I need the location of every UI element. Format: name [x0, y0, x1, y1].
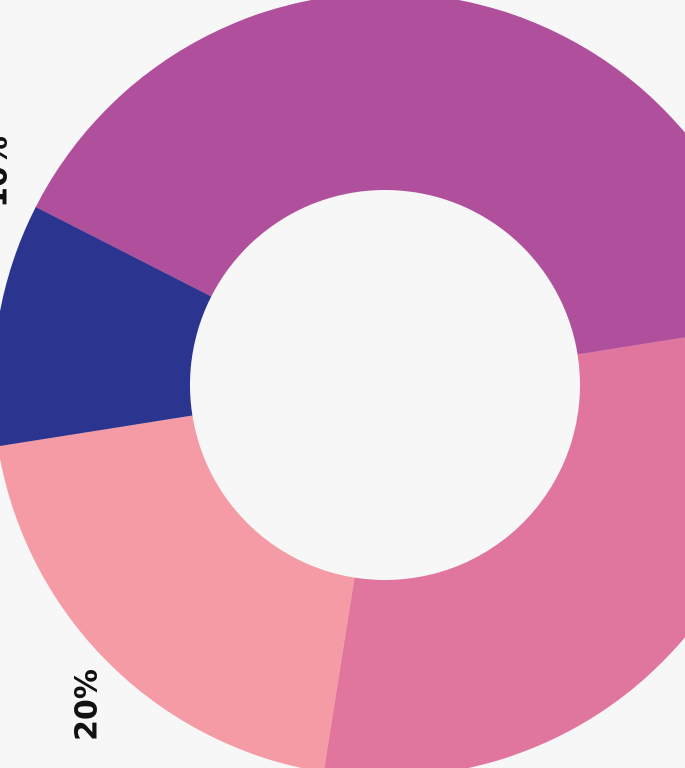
donut-segment	[324, 337, 685, 768]
data-label: 10%	[0, 136, 15, 208]
data-label: 20%	[70, 669, 105, 741]
donut-segment	[35, 0, 685, 355]
donut-segment	[0, 415, 355, 768]
donut-segment	[0, 207, 212, 446]
